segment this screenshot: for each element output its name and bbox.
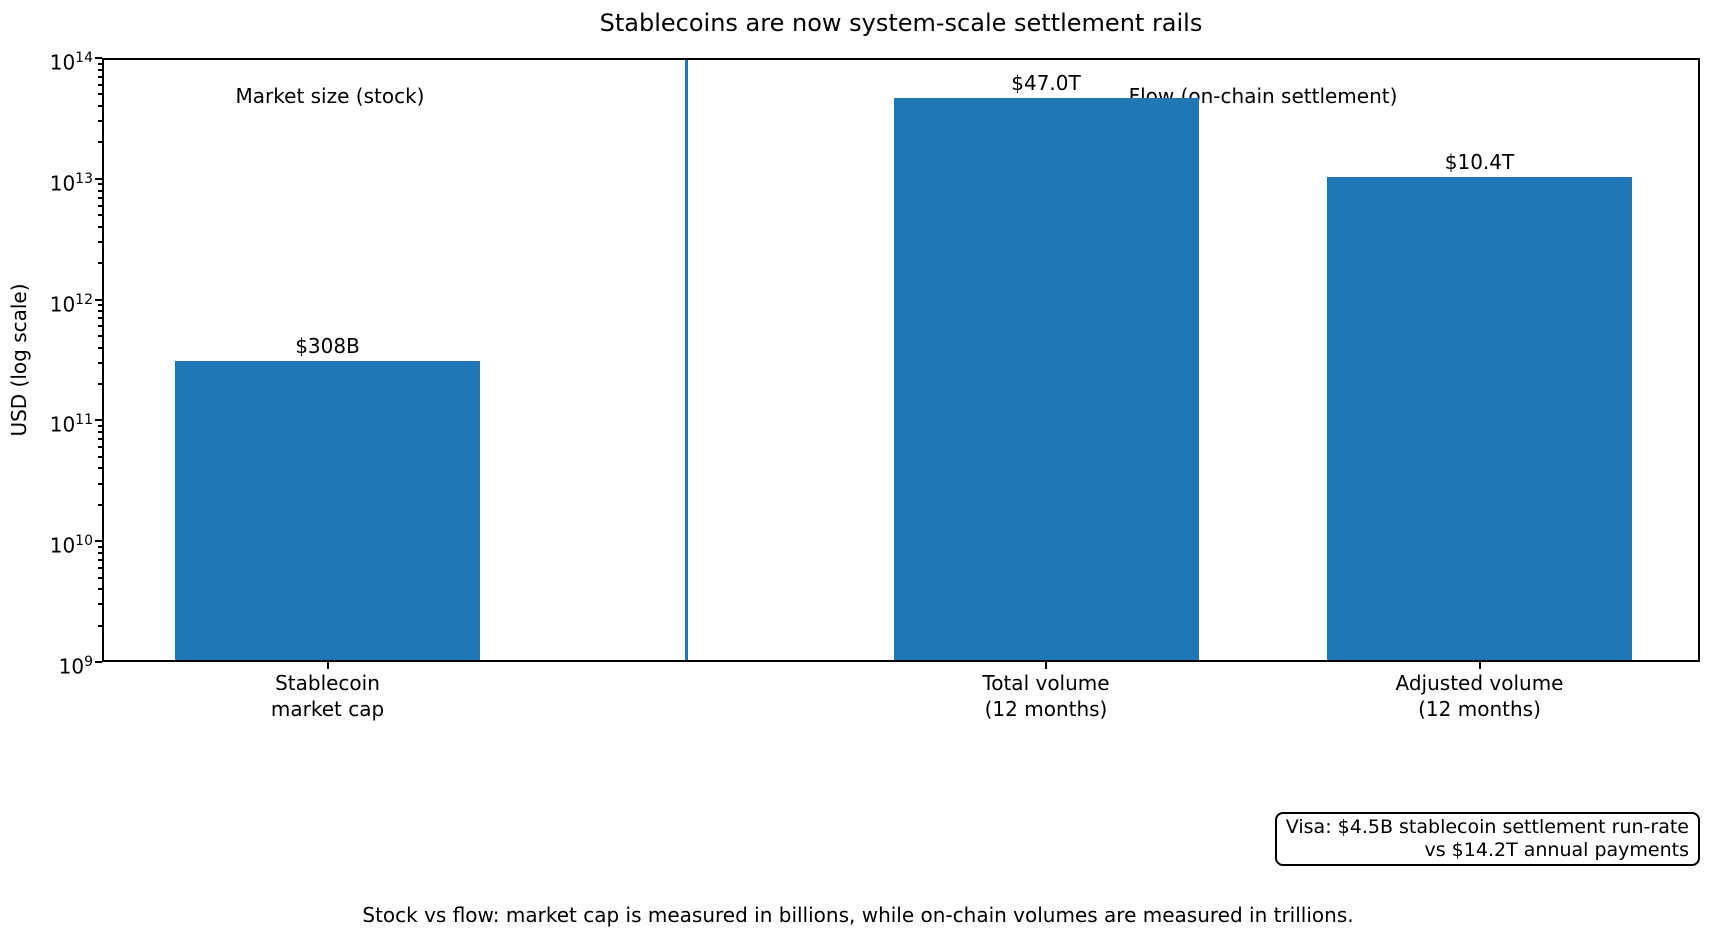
- y-axis-minor-tick: [98, 310, 102, 313]
- y-axis-minor-tick: [98, 317, 102, 320]
- y-axis-minor-tick: [98, 503, 102, 506]
- y-axis-minor-tick: [98, 361, 102, 364]
- section-label-market-size: Market size (stock): [235, 84, 425, 108]
- bar-value-label-stablecoin: $308B: [295, 334, 360, 359]
- x-axis-tick-label-line: Adjusted volume: [1395, 671, 1564, 695]
- y-axis-minor-tick: [98, 204, 102, 207]
- y-axis-tick-exponent: 9: [84, 654, 93, 670]
- y-axis-minor-tick: [98, 482, 102, 485]
- y-axis-minor-tick: [98, 438, 102, 441]
- x-axis-tick-stablecoin: [326, 662, 329, 669]
- y-axis-minor-tick: [98, 189, 102, 192]
- y-axis-minor-tick: [98, 346, 102, 349]
- figure-caption: Stock vs flow: market cap is measured in…: [362, 903, 1354, 927]
- y-axis-tick-label: 1013: [49, 170, 93, 196]
- y-axis-minor-tick: [98, 196, 102, 199]
- y-axis-minor-tick: [98, 383, 102, 386]
- y-axis-minor-tick: [98, 262, 102, 265]
- stock-flow-divider-line: [685, 60, 688, 660]
- bar-total-volume: [893, 97, 1199, 660]
- y-axis-minor-tick: [98, 334, 102, 337]
- x-axis-tick-label-line: market cap: [270, 697, 385, 721]
- y-axis-minor-tick: [98, 105, 102, 108]
- x-axis-tick-adjusted-volume: [1478, 662, 1481, 669]
- y-axis-minor-tick: [98, 62, 102, 65]
- y-axis-minor-tick: [98, 588, 102, 591]
- y-axis-minor-tick: [98, 75, 102, 78]
- y-axis-major-tick: [95, 661, 102, 663]
- y-axis-minor-tick: [98, 214, 102, 217]
- y-axis-minor-tick: [98, 83, 102, 86]
- y-axis-tick-exponent: 13: [75, 170, 93, 187]
- y-axis-tick-label: 1012: [49, 291, 93, 317]
- y-axis-major-tick: [95, 57, 102, 59]
- visa-annotation-box: Visa: $4.5B stablecoin settlement run-ra…: [1274, 812, 1700, 866]
- y-axis-major-tick: [95, 298, 102, 301]
- x-axis-tick-total-volume: [1045, 662, 1047, 669]
- y-axis-minor-tick: [98, 68, 102, 71]
- y-axis-minor-tick: [98, 455, 102, 458]
- y-axis-minor-tick: [98, 431, 102, 434]
- y-axis-tick-exponent: 11: [75, 412, 93, 429]
- x-axis-tick-label-line: (12 months): [984, 697, 1108, 721]
- y-axis-minor-tick: [98, 467, 102, 470]
- y-axis-minor-tick: [98, 624, 102, 627]
- y-axis-minor-tick: [98, 545, 102, 548]
- y-axis-minor-tick: [98, 566, 102, 569]
- visa-annotation-line2: vs $14.2T annual payments: [1424, 839, 1690, 861]
- y-axis-major-tick: [95, 419, 102, 422]
- y-axis-tick-label: 1010: [49, 533, 93, 558]
- y-axis-minor-tick: [98, 325, 102, 328]
- y-axis-minor-tick: [98, 240, 102, 243]
- y-axis-minor-tick: [98, 558, 102, 561]
- x-axis-tick-label-line: (12 months): [1418, 697, 1541, 721]
- y-axis-minor-tick: [98, 603, 102, 606]
- y-axis-tick-exponent: 10: [75, 533, 93, 550]
- x-axis-tick-label-line: Total volume: [982, 671, 1110, 695]
- chart-title: Stablecoins are now system-scale settlem…: [599, 9, 1203, 37]
- y-axis-minor-tick: [98, 183, 102, 186]
- bar-value-label-total-volume: $47.0T: [1011, 70, 1081, 95]
- y-axis-minor-tick: [98, 120, 102, 123]
- y-axis-minor-tick: [98, 551, 102, 554]
- x-axis-tick-label-stablecoin: Stablecoin market cap: [271, 670, 384, 722]
- y-axis-minor-tick: [98, 93, 102, 96]
- y-axis-major-tick: [95, 540, 102, 543]
- y-axis-minor-tick: [98, 225, 102, 228]
- visa-annotation-line1: Visa: $4.5B stablecoin settlement run-ra…: [1285, 816, 1689, 838]
- y-axis-minor-tick: [98, 304, 102, 307]
- x-axis-tick-label-total-volume: Total volume (12 months): [982, 670, 1109, 722]
- y-axis-minor-tick: [98, 576, 102, 579]
- bar-value-label-adjusted-volume: $10.4T: [1444, 149, 1515, 174]
- y-axis-tick-exponent: 12: [75, 291, 93, 308]
- y-axis-minor-tick: [98, 446, 102, 449]
- y-axis-minor-tick: [98, 141, 102, 144]
- y-axis-tick-exponent: 14: [75, 50, 93, 66]
- y-axis-minor-tick: [98, 424, 102, 427]
- y-axis-tick-label: 1014: [49, 50, 93, 75]
- x-axis-tick-label-line: Stablecoin: [275, 671, 380, 695]
- y-axis-major-tick: [95, 177, 102, 180]
- bar-adjusted-volume: [1327, 176, 1632, 660]
- y-axis-tick-label: 109: [58, 654, 93, 679]
- bar-stablecoin: [175, 361, 480, 660]
- y-axis-tick-label: 1011: [49, 412, 93, 438]
- x-axis-tick-label-adjusted-volume: Adjusted volume (12 months): [1396, 670, 1564, 722]
